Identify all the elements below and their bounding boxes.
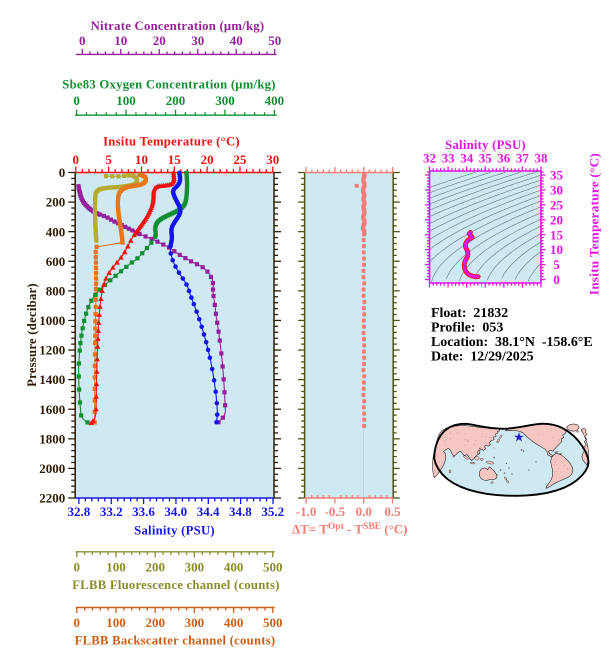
svg-text:200: 200: [166, 93, 186, 108]
svg-text:300: 300: [185, 615, 205, 630]
svg-text:33.6: 33.6: [132, 504, 155, 519]
svg-text:1000: 1000: [39, 313, 65, 328]
svg-text:20: 20: [550, 212, 563, 227]
svg-text:1800: 1800: [39, 431, 65, 446]
svg-text:Sbe83 Oxygen Concentration (μm: Sbe83 Oxygen Concentration (μm/kg): [62, 77, 275, 91]
svg-text:40: 40: [230, 33, 243, 48]
svg-text:10: 10: [550, 242, 563, 257]
svg-text:10: 10: [135, 152, 148, 167]
svg-text:Salinity (PSU): Salinity (PSU): [134, 524, 215, 538]
svg-text:400: 400: [265, 93, 285, 108]
svg-text:1200: 1200: [39, 343, 65, 358]
svg-text:20: 20: [153, 33, 166, 48]
svg-text:0: 0: [59, 165, 66, 180]
svg-text:50: 50: [268, 33, 281, 48]
svg-text:30: 30: [550, 183, 563, 198]
svg-text:100: 100: [106, 559, 126, 574]
svg-text:Date: 12/29/2025: Date: 12/29/2025: [431, 350, 534, 365]
svg-text:FLBB Backscatter channel (coun: FLBB Backscatter channel (counts): [75, 633, 276, 647]
svg-text:1600: 1600: [39, 402, 65, 417]
svg-text:2200: 2200: [39, 491, 65, 506]
svg-text:0: 0: [74, 615, 81, 630]
svg-text:100: 100: [116, 93, 136, 108]
svg-text:25: 25: [233, 152, 247, 167]
svg-text:FLBB Fluorescence channel (cou: FLBB Fluorescence channel (counts): [72, 578, 279, 592]
svg-text:20: 20: [201, 152, 214, 167]
svg-text:32.8: 32.8: [68, 504, 91, 519]
svg-text:-1.0: -1.0: [296, 504, 317, 519]
svg-text:500: 500: [263, 559, 283, 574]
svg-text:32: 32: [423, 151, 436, 166]
svg-text:33.2: 33.2: [100, 504, 123, 519]
svg-text:0.5: 0.5: [384, 504, 401, 519]
svg-text:30: 30: [266, 152, 279, 167]
svg-text:Float: 21832: Float: 21832: [431, 306, 508, 321]
svg-text:300: 300: [215, 93, 235, 108]
svg-text:0.0: 0.0: [356, 504, 372, 519]
svg-text:ΔT= TOpt - TSBE (°C): ΔT= TOpt - TSBE (°C): [292, 522, 408, 537]
svg-text:2000: 2000: [39, 461, 65, 476]
svg-text:Pressure (decibar): Pressure (decibar): [25, 283, 39, 387]
svg-text:300: 300: [185, 559, 205, 574]
svg-text:500: 500: [263, 615, 283, 630]
svg-text:200: 200: [145, 615, 165, 630]
svg-text:0: 0: [74, 559, 81, 574]
svg-text:15: 15: [550, 227, 564, 242]
svg-text:35.2: 35.2: [261, 504, 284, 519]
svg-text:Location: 38.1°N -158.6°E: Location: 38.1°N -158.6°E: [431, 335, 593, 350]
svg-text:5: 5: [105, 152, 112, 167]
svg-text:800: 800: [46, 284, 66, 299]
svg-text:15: 15: [168, 152, 182, 167]
svg-text:200: 200: [145, 559, 165, 574]
svg-text:0: 0: [73, 152, 80, 167]
svg-text:25: 25: [550, 198, 564, 213]
svg-text:35: 35: [550, 168, 564, 183]
svg-text:0: 0: [553, 272, 560, 287]
svg-text:37: 37: [516, 151, 530, 166]
svg-text:34.8: 34.8: [229, 504, 252, 519]
svg-text:400: 400: [224, 559, 244, 574]
svg-text:400: 400: [46, 224, 66, 239]
svg-text:0: 0: [79, 33, 86, 48]
svg-text:1400: 1400: [39, 372, 65, 387]
svg-text:36: 36: [497, 151, 511, 166]
svg-text:10: 10: [114, 33, 127, 48]
svg-text:34.0: 34.0: [164, 504, 187, 519]
svg-text:34.4: 34.4: [197, 504, 220, 519]
svg-text:30: 30: [191, 33, 204, 48]
svg-text:Insitu Temperature (°C): Insitu Temperature (°C): [587, 153, 602, 295]
svg-text:33: 33: [442, 151, 456, 166]
svg-text:5: 5: [553, 257, 560, 272]
svg-text:34: 34: [460, 151, 474, 166]
svg-text:Nitrate Concentration (μm/kg): Nitrate Concentration (μm/kg): [91, 19, 265, 33]
svg-text:Salinity (PSU): Salinity (PSU): [445, 138, 526, 152]
svg-text:100: 100: [106, 615, 126, 630]
svg-text:38: 38: [535, 151, 549, 166]
svg-text:Profile: 053: Profile: 053: [431, 321, 503, 336]
svg-text:200: 200: [46, 195, 66, 210]
svg-text:35: 35: [479, 151, 493, 166]
svg-text:600: 600: [46, 254, 66, 269]
svg-text:-0.5: -0.5: [325, 504, 346, 519]
svg-text:0: 0: [73, 93, 80, 108]
svg-text:400: 400: [224, 615, 244, 630]
svg-text:Insitu Temperature (°C): Insitu Temperature (°C): [103, 134, 240, 148]
